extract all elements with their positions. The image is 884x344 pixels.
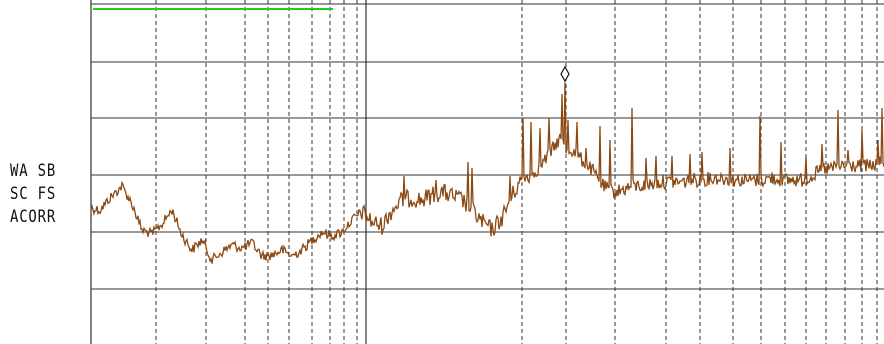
- spectrum-trace: [91, 82, 884, 264]
- diamond-marker-icon[interactable]: [561, 67, 569, 81]
- horizontal-grid: [91, 4, 884, 289]
